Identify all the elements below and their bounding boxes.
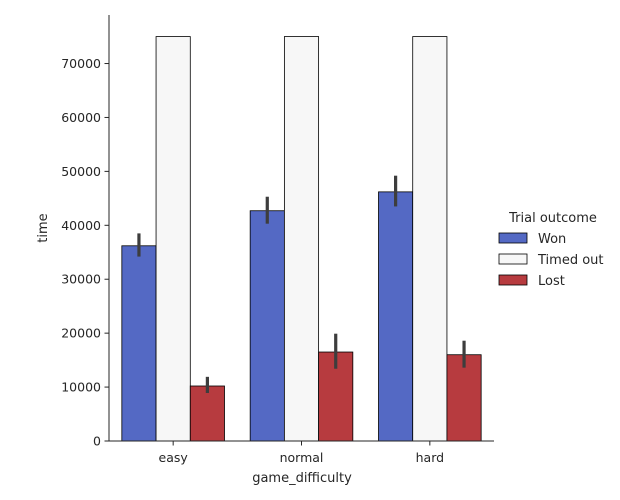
y-tick-label-60000: 60000 [61,110,101,125]
legend-swatch-won [498,232,528,244]
bar-won-easy [121,245,157,442]
bar-timed-out-normal [283,36,320,442]
bars-layer [121,36,482,442]
bar-timed-out-easy [155,36,191,442]
x-ticks: easy normal hard [159,441,444,465]
legend-label-won: Won [538,232,566,247]
error-bars-layer [137,175,466,394]
y-tick-label-50000: 50000 [61,164,101,179]
y-tick-label-40000: 40000 [61,218,101,233]
x-tick-label-normal: normal [280,450,324,465]
x-tick-label-hard: hard [416,450,444,465]
y-tick-label-10000: 10000 [61,380,101,395]
y-tick-label-30000: 30000 [61,272,101,287]
x-tick-label-easy: easy [159,450,189,465]
legend-label-lost: Lost [538,274,565,289]
bar-lost-easy [189,385,225,442]
bar-won-hard [378,191,414,442]
bar-won-normal [249,210,285,442]
y-axis-label: time [36,213,51,242]
y-tick-label-20000: 20000 [61,326,101,341]
x-axis-label: game_difficulty [252,471,352,486]
legend: Trial outcome Won Timed out Lost [498,211,604,289]
legend-label-timed-out: Timed out [537,253,604,268]
y-tick-label-70000: 70000 [61,56,101,71]
legend-title: Trial outcome [508,211,597,226]
legend-swatch-lost [498,274,528,286]
y-tick-label-0: 0 [93,434,101,449]
legend-swatch-timed-out [498,253,528,265]
y-ticks: 0 10000 20000 30000 40000 50000 60000 70000 [61,56,109,449]
bar-lost-hard [446,354,482,442]
bar-timed-out-hard [412,36,448,442]
